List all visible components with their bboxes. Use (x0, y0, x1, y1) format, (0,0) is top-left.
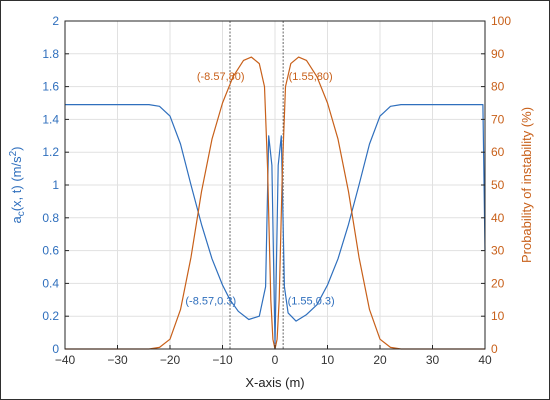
x-tick-label: 40 (478, 353, 492, 367)
y-left-tick-label: 0 (52, 342, 59, 356)
y-left-tick-label: 1.2 (42, 145, 59, 159)
x-tick-label: 20 (373, 353, 387, 367)
y-left-tick-label: 1.4 (42, 112, 59, 126)
y-left-tick-label: 0.8 (42, 211, 59, 225)
y-left-tick-label: 0.6 (42, 244, 59, 258)
y-right-tick-label: 70 (491, 112, 505, 126)
x-tick-label: −20 (160, 353, 181, 367)
annotations: (-8.57,80) (1.55,80) (-8.57,0.3) (1.55,0.3) (185, 71, 334, 308)
y-right-tick-label: 90 (491, 47, 505, 61)
y-axis-right-title: Probability of instability (%) (519, 107, 534, 263)
grid-lines (64, 20, 486, 350)
y-right-tick-label: 60 (491, 145, 505, 159)
data-annotation: (-8.57,80) (197, 71, 245, 83)
x-tick-label: 30 (426, 353, 440, 367)
y-axis-left-title: ac(x, t) (m/s2) (8, 146, 27, 223)
x-axis-title: X-axis (m) (245, 375, 304, 390)
y-right-tick-label: 80 (491, 80, 505, 94)
data-annotation: (1.55,0.3) (288, 296, 335, 308)
y-right-tick-label: 50 (491, 178, 505, 192)
y-left-tick-label: 1.6 (42, 80, 59, 94)
x-tick-label: −30 (107, 353, 128, 367)
data-annotation: (-8.57,0.3) (185, 296, 236, 308)
y-right-tick-label: 40 (491, 211, 505, 225)
y-left-tick-label: 2 (52, 14, 59, 28)
x-tick-label: −40 (55, 353, 76, 367)
y-left-tick-label: 0.4 (42, 276, 59, 290)
y-right-tick-label: 20 (491, 276, 505, 290)
y-right-tick-label: 0 (491, 342, 498, 356)
y-left-tick-label: 1 (52, 178, 59, 192)
x-tick-label: 0 (272, 353, 279, 367)
x-tick-label: −10 (212, 353, 233, 367)
acceleration-series-line (65, 104, 486, 345)
y-left-tick-label: 1.8 (42, 47, 59, 61)
marker-lines (229, 21, 284, 349)
data-annotation: (1.55,80) (289, 71, 333, 83)
x-tick-label: 10 (321, 353, 335, 367)
y-right-tick-label: 100 (491, 14, 511, 28)
y-right-tick-label: 10 (491, 309, 505, 323)
y-left-tick-label: 0.2 (42, 309, 59, 323)
tick-labels: −40 −30 −20 −10 0 10 20 30 400 00.2 100.4 200.6 300.… (42, 14, 511, 367)
y-right-tick-label: 30 (491, 244, 505, 258)
